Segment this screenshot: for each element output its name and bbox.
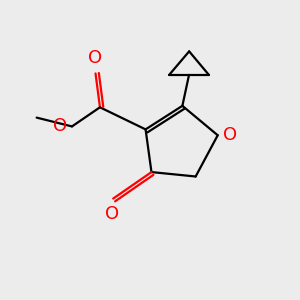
Circle shape	[108, 193, 119, 204]
Text: O: O	[223, 126, 237, 144]
Circle shape	[67, 121, 77, 132]
Text: O: O	[88, 49, 103, 67]
Text: O: O	[105, 205, 119, 223]
Circle shape	[90, 68, 101, 79]
Circle shape	[212, 130, 223, 141]
Text: O: O	[52, 117, 67, 135]
